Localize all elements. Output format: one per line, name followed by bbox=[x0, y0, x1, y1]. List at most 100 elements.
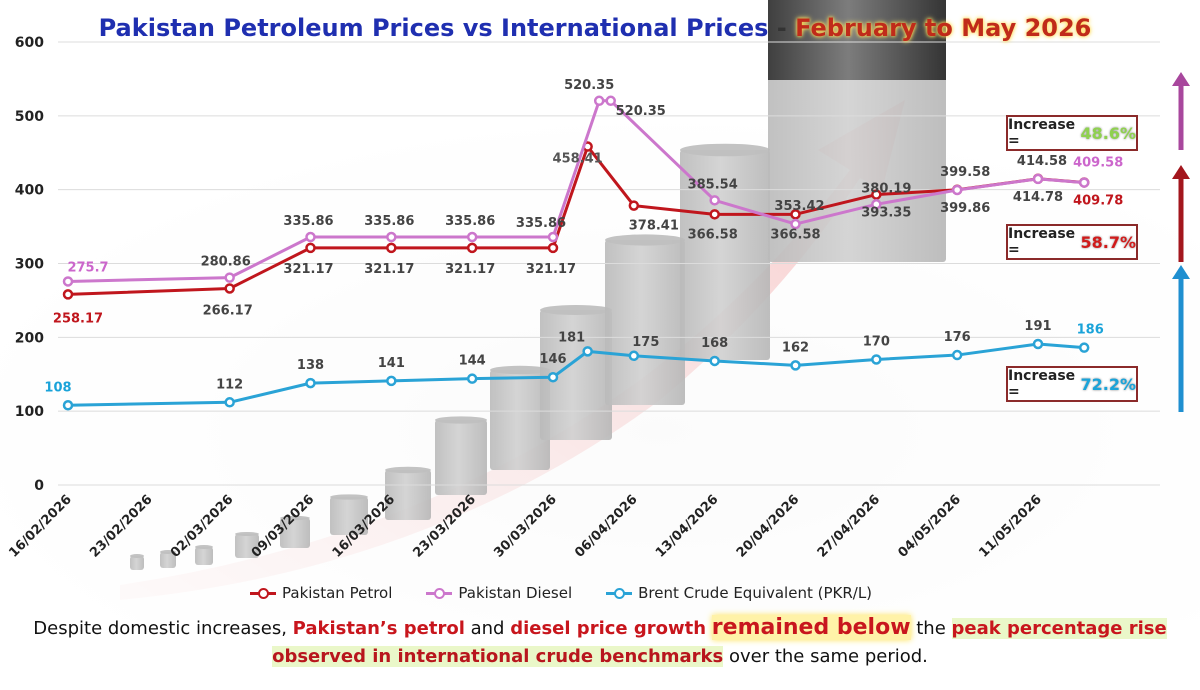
data-point bbox=[1032, 338, 1044, 350]
data-label: 168 bbox=[701, 336, 728, 351]
increase-box-brent: Increase = 72.2% bbox=[1006, 366, 1138, 402]
title-separator: - bbox=[768, 14, 796, 42]
caption-highlight: diesel price growth bbox=[510, 618, 707, 639]
data-label: 399.86 bbox=[940, 201, 990, 216]
data-label: 399.58 bbox=[940, 165, 990, 180]
series-line bbox=[67, 145, 1085, 296]
data-label: 266.17 bbox=[203, 303, 253, 318]
legend-swatch-diesel bbox=[426, 587, 453, 599]
data-point bbox=[386, 375, 397, 387]
increase-value: 72.2% bbox=[1080, 374, 1136, 394]
data-point bbox=[386, 231, 397, 243]
increase-value: 58.7% bbox=[1080, 232, 1136, 252]
data-label: 141 bbox=[378, 356, 405, 371]
data-point bbox=[709, 209, 720, 220]
data-point bbox=[1078, 342, 1090, 353]
title-main: Pakistan Petroleum Prices vs Internation… bbox=[98, 14, 769, 42]
y-tick-label: 200 bbox=[15, 330, 44, 346]
data-label: 175 bbox=[632, 335, 659, 350]
data-point bbox=[628, 350, 640, 362]
increase-box-petrol: Increase = 58.7% bbox=[1006, 224, 1138, 260]
data-point bbox=[951, 184, 963, 196]
data-point bbox=[62, 276, 74, 287]
caption-highlight: observed in international crude benchmar… bbox=[272, 646, 724, 667]
data-point bbox=[790, 209, 801, 220]
y-tick-label: 600 bbox=[15, 35, 44, 51]
increase-arrow-head bbox=[1172, 165, 1190, 179]
data-point bbox=[790, 360, 801, 371]
gridlines bbox=[58, 41, 1160, 486]
data-label: 335.86 bbox=[445, 214, 495, 229]
data-point bbox=[951, 349, 963, 361]
y-tick-label: 300 bbox=[15, 257, 44, 273]
caption-text: the bbox=[910, 618, 952, 639]
data-point bbox=[224, 272, 235, 283]
data-label: 520.35 bbox=[564, 78, 614, 93]
data-label: 409.78 bbox=[1073, 193, 1123, 208]
caption-text: Despite domestic increases, bbox=[33, 618, 293, 639]
data-point bbox=[1078, 177, 1090, 188]
data-label: 321.17 bbox=[283, 262, 333, 277]
legend-item-brent: Brent Crude Equivalent (PKR/L) bbox=[606, 584, 872, 602]
legend-label: Pakistan Diesel bbox=[458, 584, 573, 602]
y-tick-label: 0 bbox=[34, 478, 44, 494]
data-label: 380.19 bbox=[861, 181, 911, 196]
caption-highlight: Pakistan’s petrol bbox=[292, 618, 465, 639]
increase-arrow-head bbox=[1172, 265, 1190, 279]
data-point bbox=[547, 242, 559, 254]
data-point bbox=[628, 200, 640, 211]
data-point bbox=[62, 289, 74, 300]
caption-highlight: peak percentage rise bbox=[951, 618, 1167, 639]
data-label: 378.41 bbox=[629, 219, 679, 234]
data-label: 258.17 bbox=[53, 311, 103, 326]
data-point bbox=[386, 242, 397, 254]
data-labels: 258.17 266.17 321.17 321.17 321.17 321.17 458.… bbox=[44, 78, 1123, 395]
data-label: 138 bbox=[297, 358, 324, 373]
data-point bbox=[790, 218, 801, 230]
series-line bbox=[67, 99, 1085, 283]
data-label: 181 bbox=[558, 330, 585, 345]
data-label: 280.86 bbox=[201, 255, 251, 270]
data-label: 335.86 bbox=[364, 214, 414, 229]
data-label: 366.58 bbox=[688, 227, 738, 242]
legend-item-diesel: Pakistan Diesel bbox=[426, 584, 572, 602]
chart-legend: Pakistan Petrol Pakistan Diesel Brent Cr… bbox=[250, 582, 872, 604]
data-point bbox=[466, 242, 478, 254]
increase-arrow-head bbox=[1172, 72, 1190, 86]
series-line bbox=[67, 342, 1085, 407]
data-label: 335.86 bbox=[516, 216, 566, 231]
chart-title: Pakistan Petroleum Prices vs Internation… bbox=[0, 14, 1190, 42]
title-period: February to May 2026 bbox=[795, 14, 1092, 42]
data-point bbox=[466, 231, 478, 243]
data-point bbox=[305, 231, 316, 243]
data-label: 353.42 bbox=[774, 199, 824, 214]
data-label: 414.58 bbox=[1017, 154, 1067, 169]
data-label: 321.17 bbox=[445, 262, 495, 277]
chart-caption: Despite domestic increases, Pakistan’s p… bbox=[0, 614, 1200, 671]
data-label: 321.17 bbox=[364, 262, 414, 277]
data-label: 366.58 bbox=[770, 227, 820, 242]
data-point bbox=[547, 371, 559, 383]
data-label: 176 bbox=[944, 330, 971, 345]
legend-label: Brent Crude Equivalent (PKR/L) bbox=[638, 584, 873, 602]
legend-item-petrol: Pakistan Petrol bbox=[250, 584, 392, 602]
data-point bbox=[871, 354, 882, 365]
caption-text: and bbox=[464, 618, 511, 639]
caption-text bbox=[706, 618, 712, 639]
increase-label: Increase = bbox=[1008, 226, 1076, 258]
data-point bbox=[871, 189, 882, 200]
data-label: 108 bbox=[44, 380, 71, 395]
data-label: 335.86 bbox=[283, 214, 333, 229]
data-label: 186 bbox=[1077, 323, 1104, 338]
y-tick-label: 100 bbox=[15, 404, 44, 420]
data-point bbox=[582, 346, 593, 357]
data-label: 414.78 bbox=[1013, 190, 1063, 205]
legend-label: Pakistan Petrol bbox=[282, 584, 393, 602]
data-point bbox=[709, 355, 720, 367]
data-point bbox=[224, 283, 235, 294]
data-label: 170 bbox=[863, 334, 890, 349]
data-label: 385.54 bbox=[688, 177, 738, 192]
caption-text: over the same period. bbox=[723, 646, 928, 667]
